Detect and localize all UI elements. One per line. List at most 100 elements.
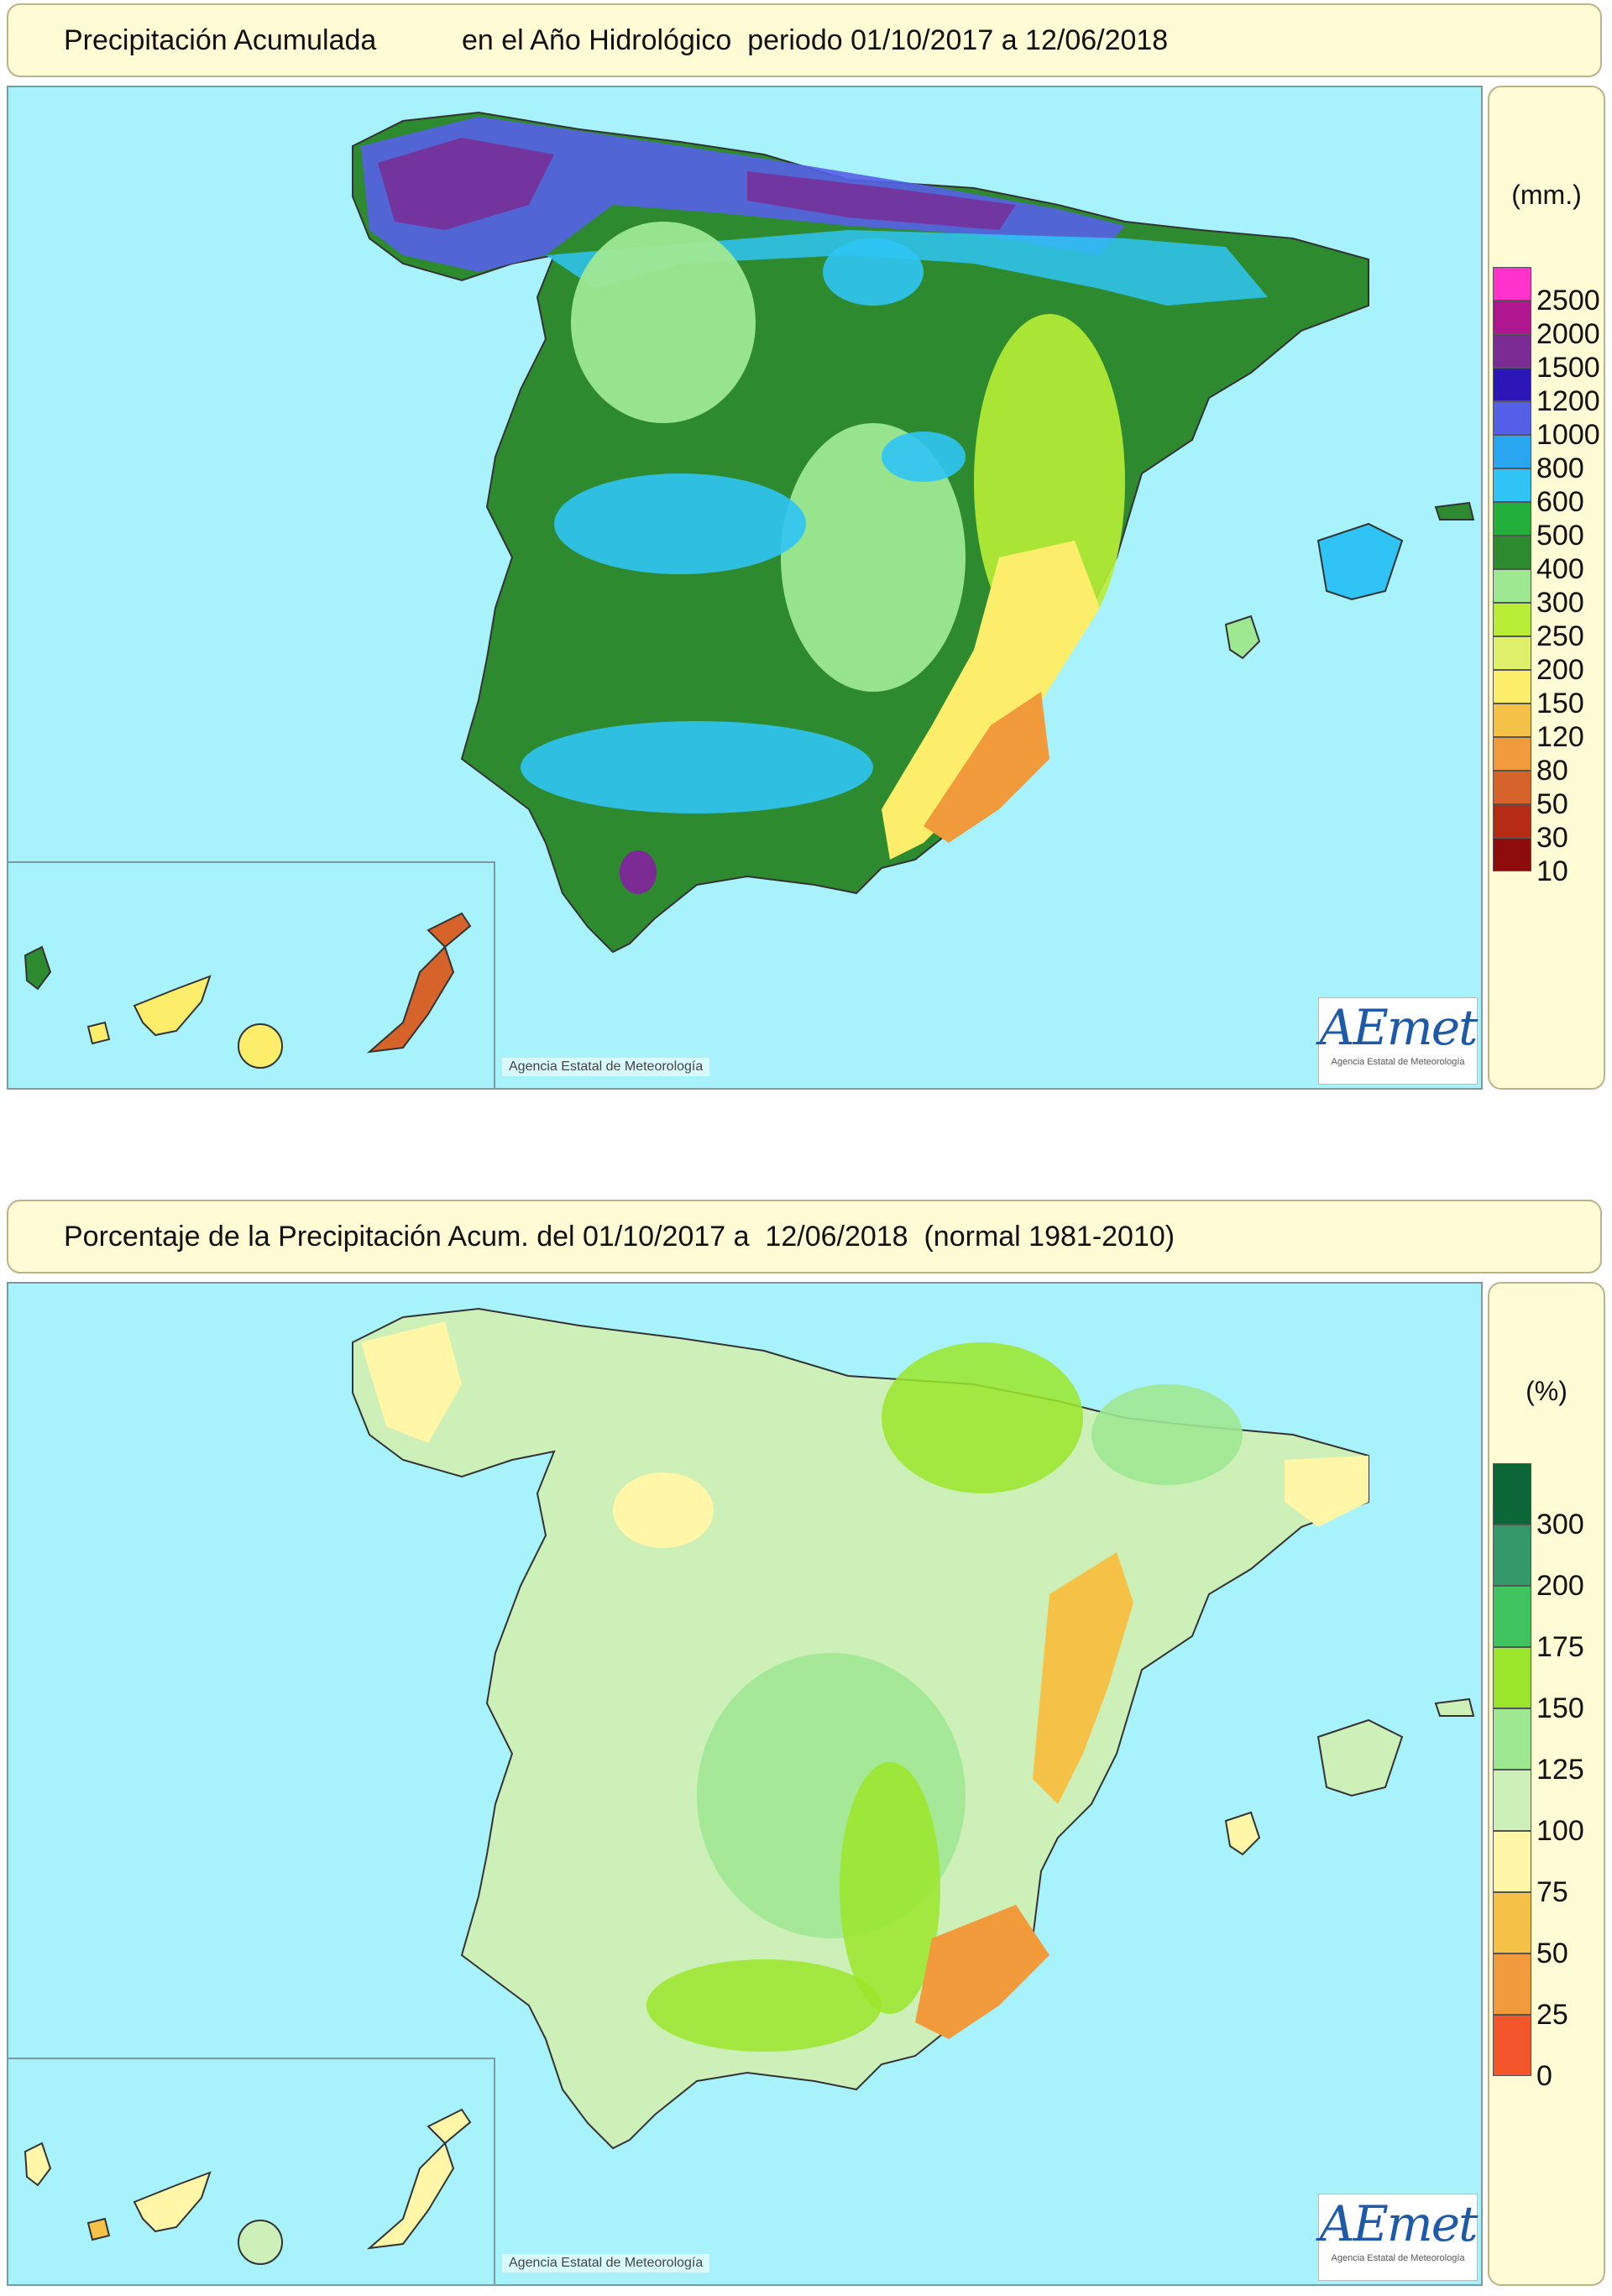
mallorca-shape [1316, 522, 1404, 601]
legend-tick-label: 300 [1536, 1509, 1584, 1540]
tenerife-shape [133, 975, 212, 1037]
pyrenees-wet-area [1091, 1384, 1243, 1485]
panel-title-left: Porcentaje de la Precipitación Acum. del… [64, 1220, 1175, 1253]
legend-tick-label: 125 [1536, 1754, 1584, 1786]
legend-swatch [1493, 1647, 1531, 1708]
panel-title-bar: Porcentaje de la Precipitación Acum. del… [7, 1200, 1602, 1274]
legend-swatch [1493, 435, 1531, 468]
la-palma-shape [24, 2142, 52, 2187]
legend-swatch [1493, 368, 1531, 401]
legend-tick-label: 30 [1536, 822, 1568, 854]
panel-title-right: en el Año Hidrológico periodo 01/10/2017… [462, 24, 1169, 56]
la-palma-shape [24, 945, 52, 991]
galicia-wet-core [378, 138, 554, 230]
canary-islands-inset [8, 861, 495, 1088]
legend-swatch [1493, 468, 1531, 502]
legend-swatch [1493, 771, 1531, 804]
andalusia-wet-area [646, 1959, 882, 2052]
la-gomera-shape [86, 2217, 111, 2241]
legend-swatch [1493, 1525, 1531, 1586]
central-wet-spot [554, 473, 806, 574]
legend-tick-label: 2500 [1536, 285, 1600, 316]
percentage-map: Agencia Estatal de Meteorología AEmet Ag… [7, 1282, 1483, 2286]
canary-islands-graphic [24, 2108, 472, 2265]
legend-unit: (mm.) [1511, 180, 1582, 210]
legend-tick-label: 500 [1536, 520, 1584, 552]
aemet-logo: AEmet Agencia Estatal de Meteorología [1318, 997, 1478, 1085]
legend-swatch [1493, 2015, 1531, 2076]
murcia-almeria-dry-core [915, 1905, 1049, 2039]
aemet-logo-word: AEmet [1319, 999, 1479, 1056]
southeast-wet-area [840, 1762, 940, 2014]
andalusia-wet-spot [521, 721, 873, 813]
southeast-dry-area [882, 541, 1100, 860]
precipitation-percentage-panel: Porcentaje de la Precipitación Acum. del… [0, 1196, 1612, 2296]
legend-swatch [1493, 670, 1531, 703]
cuenca-wet-spot [882, 431, 966, 482]
fuerteventura-shape [366, 945, 455, 1054]
legend-tick-label: 250 [1536, 620, 1584, 652]
legend-tick-label: 120 [1536, 721, 1584, 753]
aemet-logo-subtitle: Agencia Estatal de Meteorología [1331, 1057, 1465, 1067]
precipitation-map: Agencia Estatal de Meteorología AEmet Ag… [7, 86, 1483, 1090]
aemet-logo-subtitle: Agencia Estatal de Meteorología [1331, 2253, 1465, 2263]
legend-swatch [1493, 502, 1531, 536]
iberian-wet-spot [823, 238, 924, 306]
legend-tick-label: 200 [1536, 654, 1584, 686]
percentage-legend: (%) 300 200 175 150 125 100 75 50 25 0 [1488, 1282, 1605, 2286]
canary-islands-inset [8, 2058, 495, 2284]
legend-swatch [1493, 1586, 1531, 1647]
menorca-shape [1434, 501, 1475, 520]
legend-tick-label: 75 [1536, 1876, 1568, 1908]
peninsula-shape [352, 111, 1475, 954]
legend-tick-label: 200 [1536, 1570, 1584, 1602]
legend-swatch [1493, 1463, 1531, 1525]
legend-tick-label: 400 [1536, 553, 1584, 585]
percentage-map-graphic [352, 1307, 1475, 2150]
legend-swatch [1493, 334, 1531, 368]
legend-tick-label: 1200 [1536, 385, 1600, 417]
panel-title-left: Precipitación Acumulada [64, 24, 377, 56]
lanzarote-shape [427, 912, 472, 949]
gran-canaria-shape [238, 1023, 283, 1069]
legend-swatch [1493, 636, 1531, 670]
peninsula-shape [352, 1307, 1475, 2150]
fuerteventura-shape [366, 2142, 455, 2250]
legend-tick-label: 80 [1536, 755, 1568, 787]
legend-swatch [1493, 401, 1531, 435]
ibiza-shape [1224, 1811, 1261, 1856]
legend-swatch [1493, 1953, 1531, 2015]
legend-tick-label: 800 [1536, 452, 1584, 484]
mallorca-shape [1316, 1718, 1404, 1797]
cantabria-wet-core [747, 171, 1016, 230]
legend-tick-label: 50 [1536, 788, 1568, 820]
legend-swatch [1493, 737, 1531, 771]
panel-title-bar: Precipitación Acumulada en el Año Hidrol… [7, 3, 1602, 77]
la-gomera-shape [86, 1021, 111, 1045]
precipitation-map-graphic [352, 111, 1475, 954]
tenerife-shape [133, 2171, 212, 2233]
legend-swatch [1493, 804, 1531, 838]
almeria-dry-core [924, 692, 1049, 843]
legend-tick-label: 0 [1536, 2060, 1552, 2092]
grazalema-wet-spot [620, 850, 657, 894]
legend-tick-label: 100 [1536, 1815, 1584, 1847]
ibiza-shape [1224, 615, 1261, 660]
catalonia-dry-area [1285, 1456, 1369, 1527]
duero-basin-area [571, 222, 756, 423]
legend-swatch [1493, 1831, 1531, 1892]
legend-swatch [1493, 838, 1531, 871]
legend-tick-label: 10 [1536, 855, 1568, 887]
legend-swatch [1493, 603, 1531, 636]
canary-islands-graphic [24, 912, 472, 1069]
legend-swatch [1493, 267, 1531, 301]
legend-tick-label: 1000 [1536, 419, 1600, 451]
legend-tick-label: 150 [1536, 1692, 1584, 1724]
legend-swatch [1493, 1708, 1531, 1770]
galicia-dry-area [361, 1321, 462, 1443]
precipitation-legend: (mm.) 2500 2000 1500 1200 1000 800 600 500 400 30… [1488, 86, 1605, 1090]
legend-swatch [1493, 1892, 1531, 1953]
aemet-logo: AEmet Agencia Estatal de Meteorología [1318, 2194, 1478, 2281]
legend-tick-label: 50 [1536, 1938, 1568, 1969]
legend-tick-label: 1500 [1536, 352, 1600, 384]
